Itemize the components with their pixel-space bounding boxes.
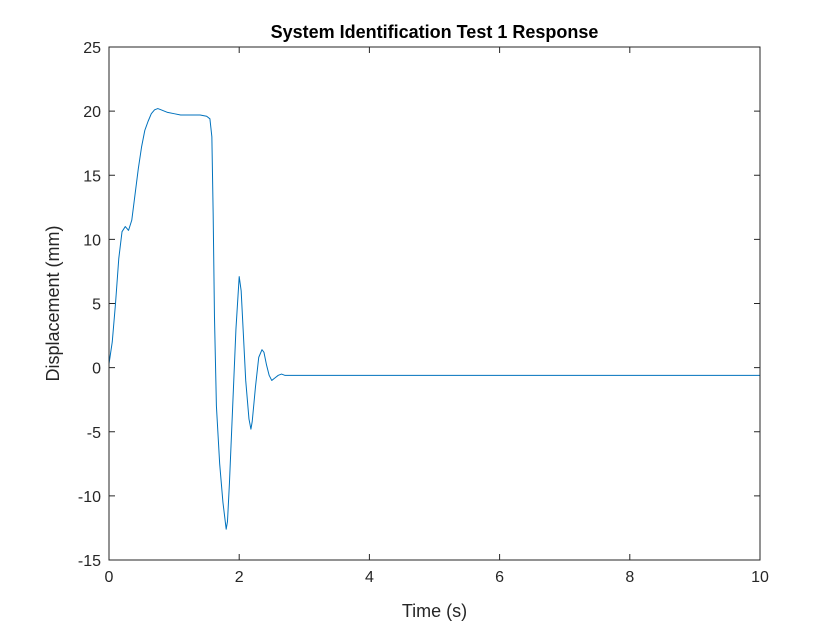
y-tick-label: 0 (92, 361, 101, 378)
series-layer (108, 108, 760, 530)
y-tick-label: -15 (78, 553, 101, 570)
series-line (108, 108, 760, 530)
chart-title: System Identification Test 1 Response (271, 22, 599, 42)
y-axis-label: Displacement (mm) (43, 225, 63, 381)
y-tick-label: 20 (83, 104, 101, 121)
x-tick-label: 10 (751, 569, 769, 586)
y-tick-label: 15 (83, 168, 101, 185)
y-tick-label: 5 (92, 297, 101, 314)
x-tick-label: 2 (235, 569, 244, 586)
y-tick-label: 25 (83, 40, 101, 57)
plot-area (109, 47, 760, 560)
x-tick-label: 0 (105, 569, 114, 586)
ticks-layer: 0 2 4 6 8 10 -15 -10 -5 0 5 10 15 20 25 (78, 40, 769, 586)
x-tick-label: 6 (495, 569, 504, 586)
x-axis-label: Time (s) (402, 601, 467, 621)
x-tick-label: 8 (625, 569, 634, 586)
plot-frame (108, 46, 761, 561)
x-tick-label: 4 (365, 569, 374, 586)
y-tick-label: -5 (87, 425, 101, 442)
y-tick-label: -10 (78, 489, 101, 506)
y-tick-label: 10 (83, 232, 101, 249)
